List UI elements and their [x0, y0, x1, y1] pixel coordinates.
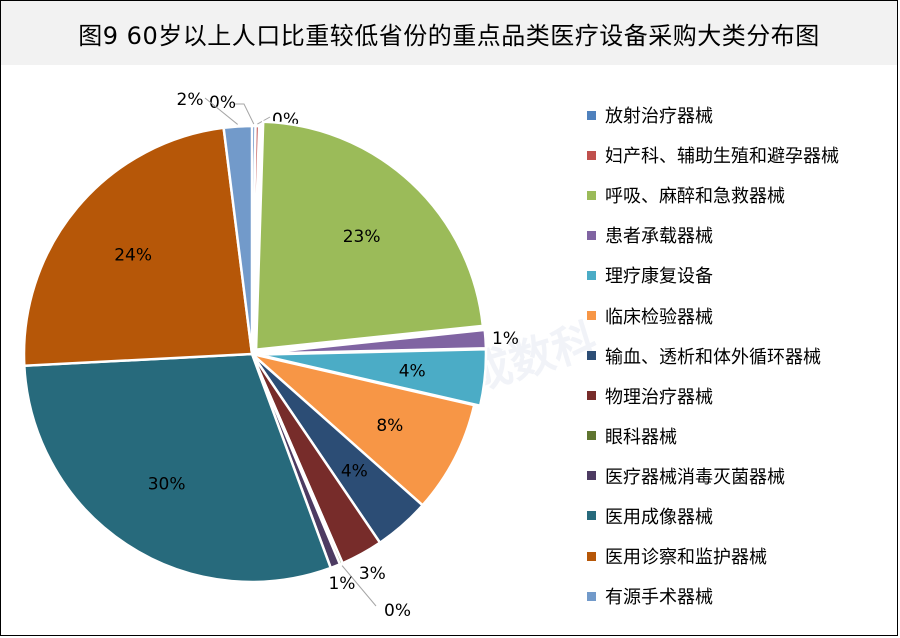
data-label-12: 2%: [177, 90, 204, 110]
legend-swatch: [587, 150, 596, 160]
data-label-2: 23%: [343, 227, 381, 247]
leader-line-0: [234, 103, 255, 125]
legend-swatch: [587, 511, 596, 521]
legend-item: 放射治疗器械: [587, 95, 887, 135]
legend-item: 医用成像器械: [587, 496, 887, 536]
legend: 放射治疗器械妇产科、辅助生殖和避孕器械 呼吸、麻醉和急救器械 患者承载器械 理疗康复设…: [587, 95, 887, 616]
legend-label: 患者承载器械: [605, 226, 713, 248]
leader-line-8: [341, 565, 377, 607]
legend-swatch: [587, 591, 596, 601]
legend-label: 有源手术器械: [605, 587, 713, 609]
legend-item: 临床检验器械: [587, 295, 887, 335]
legend-swatch: [587, 230, 596, 240]
legend-swatch: [587, 351, 596, 361]
legend-label: 放射治疗器械: [605, 106, 713, 128]
legend-item: 输血、透析和体外循环器械: [587, 336, 887, 376]
legend-item: 医用诊察和监护器械: [587, 536, 887, 576]
legend-item: 医疗器械消毒灭菌器械: [587, 456, 887, 496]
data-label-0: 0%: [209, 93, 236, 113]
data-label-9: 1%: [328, 574, 355, 594]
legend-label: 医用成像器械: [605, 506, 713, 528]
pie-slice-11: [22, 126, 254, 368]
data-label-8: 0%: [384, 601, 411, 621]
chart-title: 图9 60岁以上人口比重较低省份的重点品类医疗设备采购大类分布图: [78, 21, 820, 50]
pie-slice-4: [257, 347, 488, 408]
legend-item: 患者承载器械: [587, 215, 887, 255]
pie-slice-1: [250, 124, 261, 355]
legend-item: 物理治疗器械: [587, 376, 887, 416]
legend-item: 有源手术器械: [587, 576, 887, 616]
legend-label: 临床检验器械: [605, 306, 713, 328]
legend-swatch: [587, 431, 596, 441]
legend-swatch: [587, 311, 596, 321]
pie-slice-12: [222, 124, 254, 355]
legend-item: 妇产科、辅助生殖和避孕器械: [587, 135, 887, 175]
pie-slice-5: [251, 352, 476, 508]
legend-item: 呼吸、麻醉和急救器械: [587, 175, 887, 215]
legend-label: 输血、透析和体外循环器械: [605, 346, 821, 368]
data-label-3: 1%: [492, 329, 519, 349]
legend-item: 眼科器械: [587, 416, 887, 456]
legend-label: 呼吸、麻醉和急救器械: [605, 186, 785, 208]
legend-item: 理疗康复设备: [587, 255, 887, 295]
legend-swatch: [587, 471, 596, 481]
legend-swatch: [587, 270, 596, 280]
legend-label: 眼科器械: [605, 426, 677, 448]
legend-swatch: [587, 190, 596, 200]
data-label-6: 4%: [341, 461, 368, 481]
pie-slice-2: [254, 120, 485, 351]
title-bar: 图9 60岁以上人口比重较低省份的重点品类医疗设备采购大类分布图: [1, 1, 897, 65]
legend-label: 理疗康复设备: [605, 266, 713, 288]
data-label-10: 30%: [148, 474, 186, 494]
legend-swatch: [587, 110, 596, 120]
data-label-4: 4%: [399, 361, 426, 381]
legend-swatch: [587, 551, 596, 561]
legend-label: 妇产科、辅助生殖和避孕器械: [605, 146, 839, 168]
data-label-5: 8%: [376, 416, 403, 436]
data-label-7: 3%: [359, 564, 386, 584]
pie-slice-10: [22, 352, 333, 584]
data-label-11: 24%: [114, 245, 152, 265]
leader-line-12: [204, 97, 238, 125]
legend-label: 物理治疗器械: [605, 386, 713, 408]
legend-label: 医用诊察和监护器械: [605, 547, 767, 569]
legend-label: 医疗器械消毒灭菌器械: [605, 466, 785, 488]
legend-swatch: [587, 391, 596, 401]
